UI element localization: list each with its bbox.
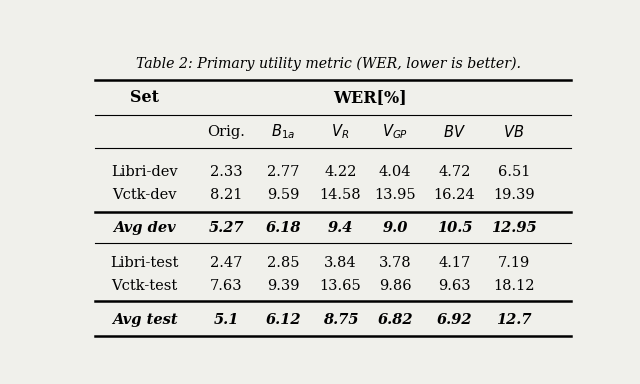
- Text: $VB$: $VB$: [504, 124, 525, 140]
- Text: 13.65: 13.65: [319, 279, 361, 293]
- Text: Libri-test: Libri-test: [110, 255, 179, 270]
- Text: 9.59: 9.59: [267, 189, 300, 202]
- Text: 3.84: 3.84: [324, 255, 356, 270]
- Text: 5.27: 5.27: [209, 221, 244, 235]
- Text: Avg dev: Avg dev: [113, 221, 176, 235]
- Text: 13.95: 13.95: [374, 189, 416, 202]
- Text: 3.78: 3.78: [379, 255, 412, 270]
- Text: 7.19: 7.19: [498, 255, 530, 270]
- Text: 9.39: 9.39: [267, 279, 300, 293]
- Text: 6.51: 6.51: [498, 165, 530, 179]
- Text: 19.39: 19.39: [493, 189, 535, 202]
- Text: 9.0: 9.0: [382, 221, 408, 235]
- Text: $BV$: $BV$: [443, 124, 466, 140]
- Text: 18.12: 18.12: [493, 279, 535, 293]
- Text: 8.21: 8.21: [210, 189, 243, 202]
- Text: 2.33: 2.33: [210, 165, 243, 179]
- Text: 10.5: 10.5: [436, 221, 472, 235]
- Text: $B_{1a}$: $B_{1a}$: [271, 122, 296, 141]
- Text: WER[%]: WER[%]: [333, 89, 407, 106]
- Text: 6.82: 6.82: [377, 313, 413, 326]
- Text: Vctk-dev: Vctk-dev: [112, 189, 177, 202]
- Text: 12.7: 12.7: [496, 313, 532, 326]
- Text: 9.4: 9.4: [328, 221, 353, 235]
- Text: 5.1: 5.1: [214, 313, 239, 326]
- Text: 4.17: 4.17: [438, 255, 470, 270]
- Text: Libri-dev: Libri-dev: [111, 165, 178, 179]
- Text: 4.04: 4.04: [379, 165, 412, 179]
- Text: 14.58: 14.58: [319, 189, 361, 202]
- Text: 4.72: 4.72: [438, 165, 470, 179]
- Text: 2.77: 2.77: [267, 165, 300, 179]
- Text: 9.63: 9.63: [438, 279, 471, 293]
- Text: 2.85: 2.85: [267, 255, 300, 270]
- Text: Table 2: Primary utility metric (WER, lower is better).: Table 2: Primary utility metric (WER, lo…: [136, 56, 520, 71]
- Text: $V_R$: $V_R$: [332, 122, 349, 141]
- Text: 2.47: 2.47: [210, 255, 243, 270]
- Text: 4.22: 4.22: [324, 165, 356, 179]
- Text: Orig.: Orig.: [207, 125, 245, 139]
- Text: Avg test: Avg test: [111, 313, 177, 326]
- Text: 8.75: 8.75: [323, 313, 358, 326]
- Text: 12.95: 12.95: [491, 221, 537, 235]
- Text: $V_{GP}$: $V_{GP}$: [382, 122, 408, 141]
- Text: 9.86: 9.86: [379, 279, 412, 293]
- Text: Vctk-test: Vctk-test: [111, 279, 178, 293]
- Text: 6.12: 6.12: [266, 313, 301, 326]
- Text: 6.92: 6.92: [436, 313, 472, 326]
- Text: Set: Set: [130, 89, 159, 106]
- Text: 7.63: 7.63: [210, 279, 243, 293]
- Text: 16.24: 16.24: [434, 189, 476, 202]
- Text: 6.18: 6.18: [266, 221, 301, 235]
